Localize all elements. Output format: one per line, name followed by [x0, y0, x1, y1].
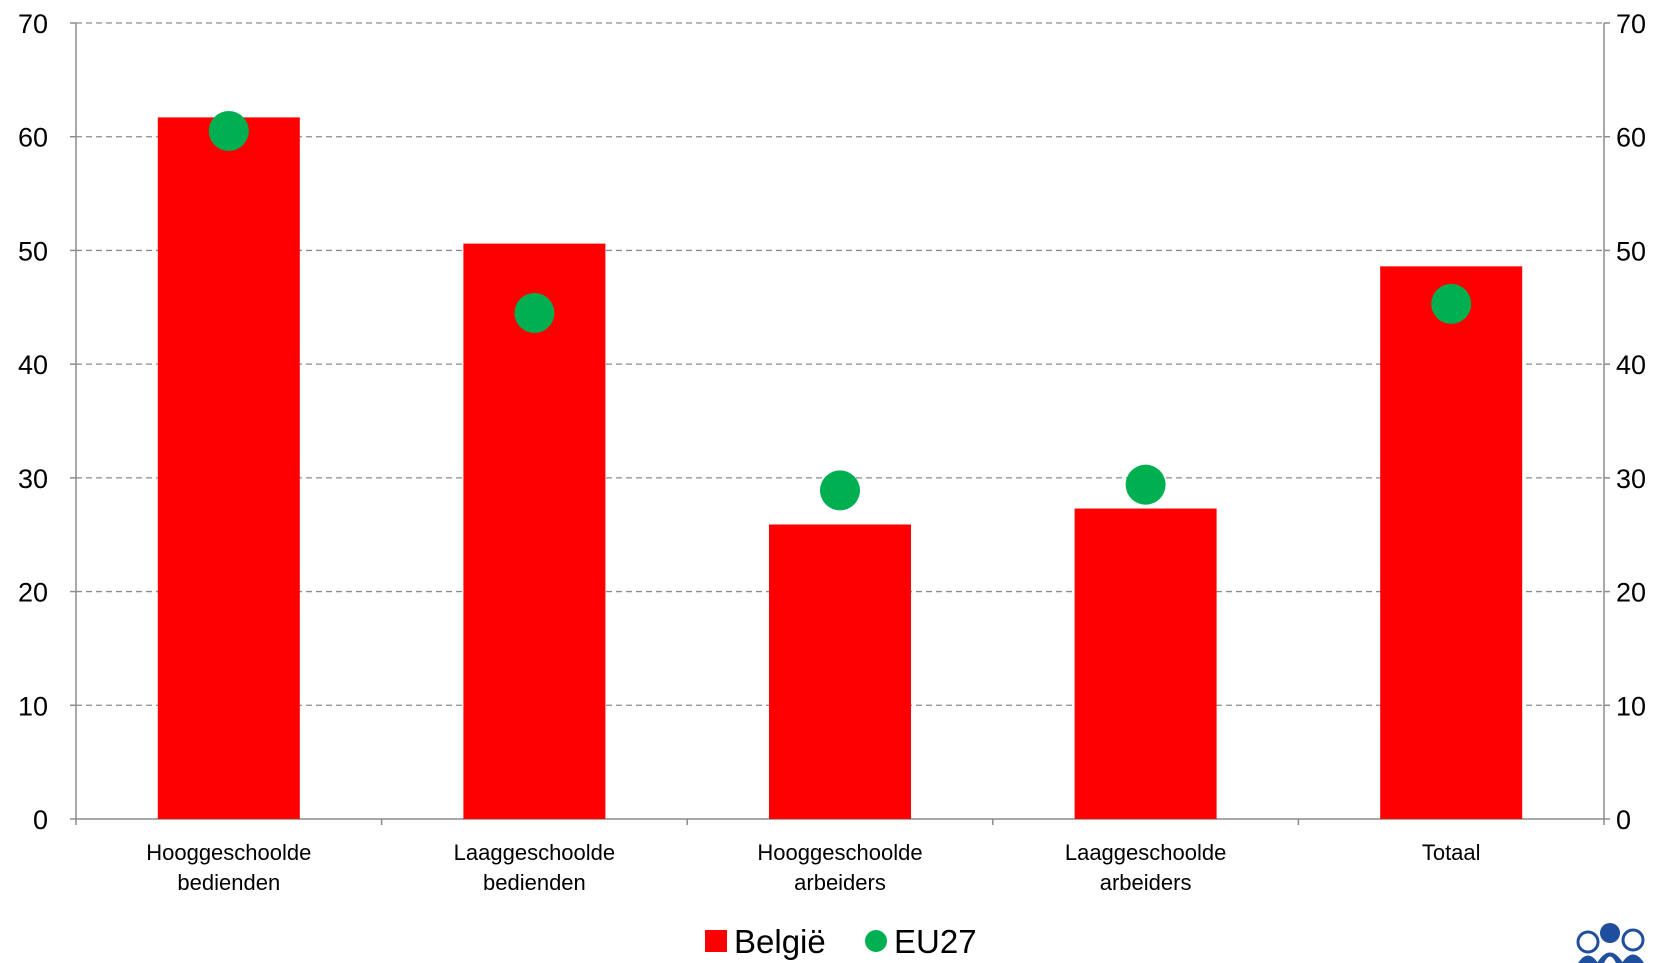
- y-tick-label-left: 30: [18, 464, 48, 494]
- y-tick-label-right: 10: [1616, 691, 1646, 721]
- legend-swatch-belgie: [705, 930, 727, 952]
- y-tick-label-right: 20: [1616, 578, 1646, 608]
- y-tick-label-right: 30: [1616, 464, 1646, 494]
- y-tick-label-left: 0: [33, 805, 48, 835]
- y-tick-label-left: 40: [18, 350, 48, 380]
- y-tick-label-left: 60: [18, 123, 48, 153]
- category-label: bedienden: [483, 870, 586, 895]
- legend-label-belgie: België: [734, 923, 826, 960]
- y-tick-label-right: 0: [1616, 805, 1631, 835]
- category-label: Hooggeschoolde: [146, 840, 311, 865]
- y-tick-label-right: 50: [1616, 236, 1646, 266]
- point-eu27: [514, 292, 555, 333]
- people-group-logo-icon: [1576, 923, 1645, 963]
- tick-labels: 0 0 10 10 20 20 30 30 40 40 50 50 60 60 70 70: [18, 9, 1646, 835]
- category-label: Hooggeschoolde: [757, 840, 922, 865]
- category-label: Totaal: [1422, 840, 1481, 865]
- point-eu27: [1431, 283, 1472, 324]
- bar-belgie: [463, 243, 606, 819]
- bar-belgie: [1380, 266, 1523, 819]
- point-eu27: [820, 470, 860, 511]
- legend: België EU27: [705, 923, 977, 960]
- category-label: Laaggeschoolde: [454, 840, 615, 865]
- category-label: arbeiders: [794, 870, 886, 895]
- y-tick-label-right: 70: [1616, 9, 1646, 39]
- y-tick-label-right: 60: [1616, 123, 1646, 153]
- bar-belgie: [769, 524, 911, 819]
- y-tick-label-left: 50: [18, 236, 48, 266]
- eu27-points: [208, 111, 1472, 511]
- point-eu27: [1125, 464, 1166, 505]
- y-tick-label-left: 70: [18, 9, 48, 39]
- belgie-bars: [157, 117, 1523, 819]
- category-label: bedienden: [177, 870, 280, 895]
- y-tick-label-left: 10: [18, 691, 48, 721]
- bar-belgie: [1074, 508, 1217, 819]
- legend-swatch-eu27: [865, 930, 887, 952]
- category-labels: Hooggeschoolde bedienden Laaggeschoolde bed…: [146, 840, 1480, 895]
- legend-label-eu27: EU27: [894, 923, 977, 960]
- y-tick-label-left: 20: [18, 578, 48, 608]
- bar-belgie: [157, 117, 300, 819]
- y-tick-label-right: 40: [1616, 350, 1646, 380]
- category-label: arbeiders: [1100, 870, 1192, 895]
- category-label: Laaggeschoolde: [1065, 840, 1226, 865]
- point-eu27: [208, 111, 249, 152]
